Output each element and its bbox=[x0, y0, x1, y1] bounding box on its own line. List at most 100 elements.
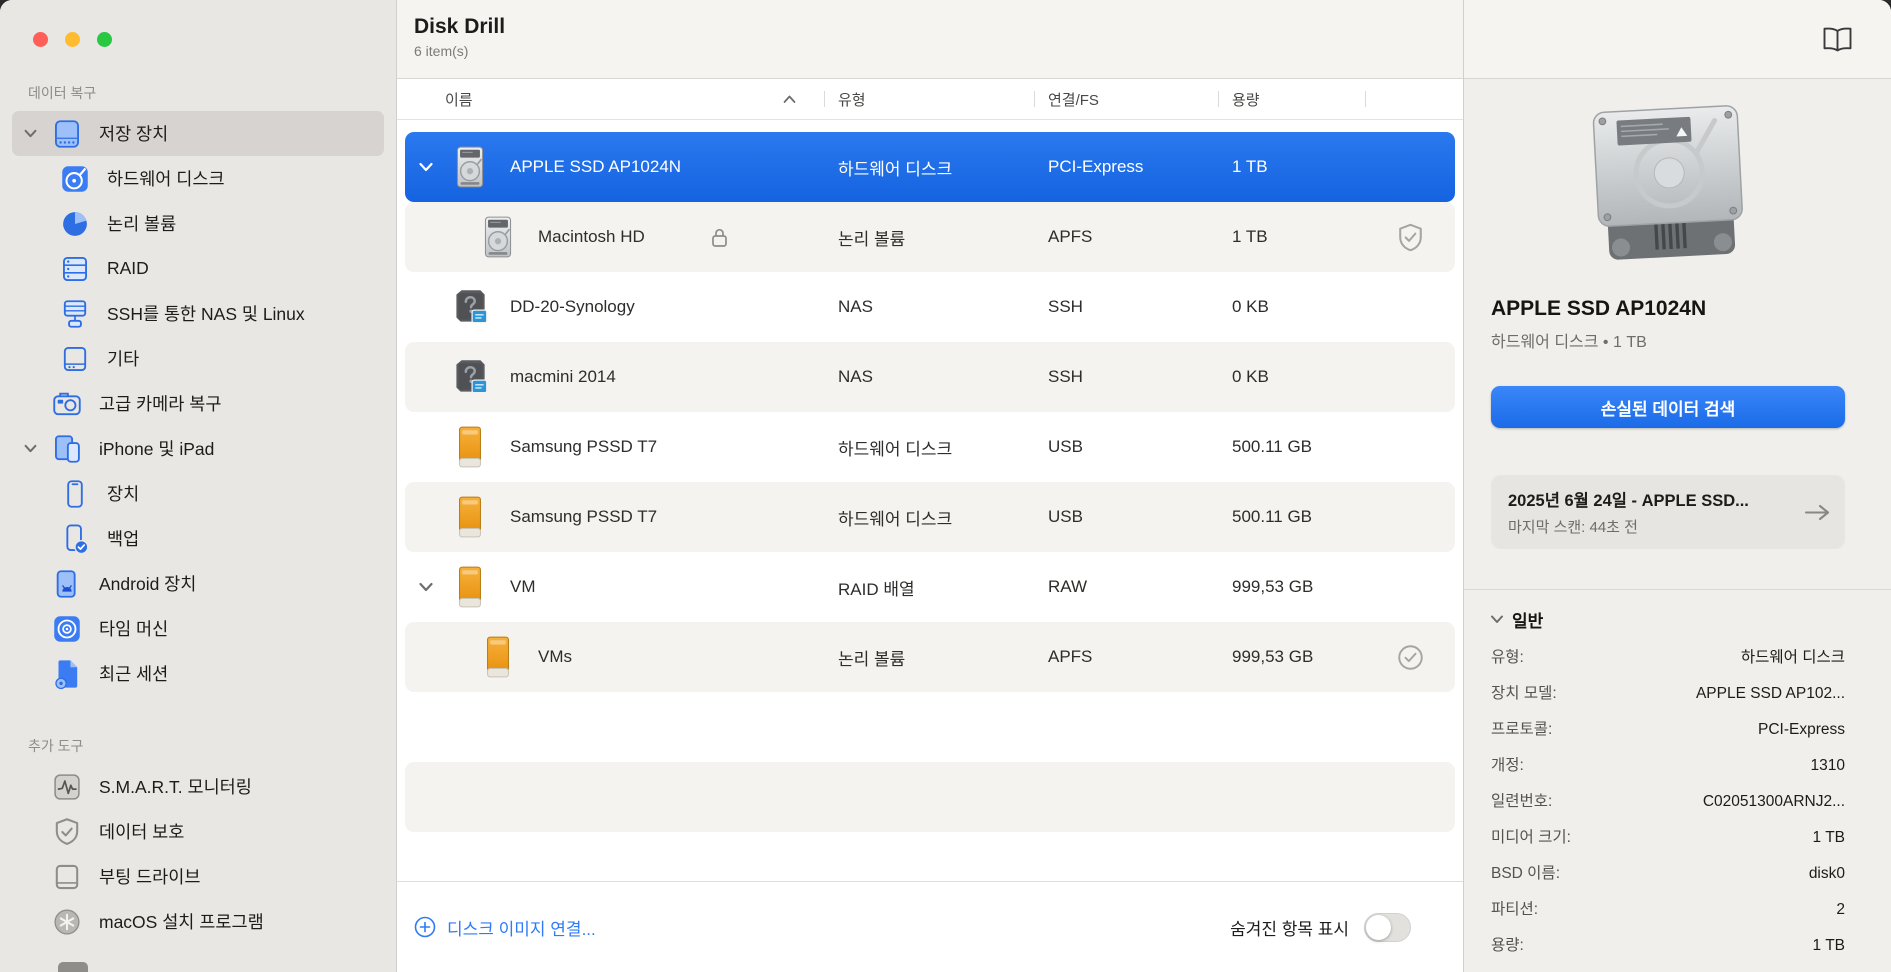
device-meta: 하드웨어 디스크 • 1 TB bbox=[1491, 334, 1647, 351]
sidebar-item[interactable]: iPhone 및 iPad bbox=[12, 426, 384, 471]
sidebar-item-label: 백업 bbox=[107, 529, 140, 549]
toggle-knob bbox=[1366, 914, 1391, 940]
detail-row: 용량: 1 TB bbox=[1491, 935, 1845, 956]
detail-value: 하드웨어 디스크 bbox=[1740, 649, 1845, 666]
attach-disk-image-link[interactable]: 디스크 이미지 연결... bbox=[414, 915, 596, 940]
chevron-down-icon[interactable] bbox=[419, 162, 447, 172]
cell-type: 하드웨어 디스크 bbox=[838, 159, 953, 179]
device-row[interactable]: VM RAID 배열 RAW 999,53 GB bbox=[405, 552, 1455, 622]
device-row[interactable]: Samsung PSSD T7 하드웨어 디스크 USB 500.11 GB bbox=[405, 412, 1455, 482]
zoom-button[interactable] bbox=[97, 32, 112, 47]
help-book-icon[interactable] bbox=[1822, 26, 1853, 53]
sidebar-item[interactable]: RAID bbox=[12, 246, 384, 291]
cell-name: Samsung PSSD T7 bbox=[405, 494, 824, 540]
sidebar-item[interactable]: 타임 머신 bbox=[12, 606, 384, 651]
sidebar-item[interactable]: 부팅 드라이브 bbox=[12, 854, 384, 899]
attach-disk-image-label: 디스크 이미지 연결... bbox=[447, 919, 596, 939]
device-row[interactable]: Macintosh HD 논리 볼륨 APFS 1 TB bbox=[405, 202, 1455, 272]
main-toolbar: Disk Drill 6 item(s) bbox=[397, 0, 1463, 79]
cell-capacity: 999,53 GB bbox=[1232, 577, 1314, 596]
cell-name: VM bbox=[405, 564, 824, 610]
cell-connection: SSH bbox=[1048, 367, 1083, 386]
nas-share-icon bbox=[447, 354, 493, 400]
column-header-label: 이름 bbox=[445, 91, 473, 109]
sidebar-item[interactable]: 백업 bbox=[12, 516, 384, 561]
column-header-cap[interactable]: 용량 bbox=[1218, 79, 1365, 119]
sidebar-item-partial bbox=[58, 962, 88, 972]
detail-row: 개정: 1310 bbox=[1491, 755, 1845, 776]
device-row[interactable]: DD-20-Synology NAS SSH 0 KB bbox=[405, 272, 1455, 342]
cell-connection: USB bbox=[1048, 437, 1083, 456]
camera-icon bbox=[50, 387, 84, 421]
device-name-label: Samsung PSSD T7 bbox=[510, 507, 658, 526]
cell-name: APPLE SSD AP1024N bbox=[405, 144, 824, 190]
shield-check-icon bbox=[1365, 223, 1455, 252]
phone-backup-icon bbox=[58, 522, 92, 556]
search-lost-data-button[interactable]: 손실된 데이터 검색 bbox=[1491, 386, 1845, 428]
column-header-status bbox=[1365, 79, 1455, 119]
chevron-down-icon bbox=[1491, 615, 1503, 624]
minimize-button[interactable] bbox=[65, 32, 80, 47]
cell-capacity: 500.11 GB bbox=[1232, 507, 1313, 526]
close-button[interactable] bbox=[33, 32, 48, 47]
cell-capacity: 999,53 GB bbox=[1232, 647, 1314, 666]
device-row[interactable]: APPLE SSD AP1024N 하드웨어 디스크 PCI-Express 1 TB bbox=[405, 132, 1455, 202]
detail-row: 유형: 하드웨어 디스크 bbox=[1491, 647, 1845, 668]
internal-hdd-icon bbox=[475, 214, 521, 260]
cell-connection: RAW bbox=[1048, 577, 1088, 596]
sidebar-item[interactable]: SSH를 통한 NAS 및 Linux bbox=[12, 291, 384, 336]
cell-type: 하드웨어 디스크 bbox=[838, 509, 953, 529]
sidebar-item[interactable]: 최근 세션 bbox=[12, 651, 384, 696]
sidebar-item[interactable]: 논리 볼륨 bbox=[12, 201, 384, 246]
sidebar-item[interactable]: 장치 bbox=[12, 471, 384, 516]
sidebar-item[interactable]: 하드웨어 디스크 bbox=[12, 156, 384, 201]
cell-name: macmini 2014 bbox=[405, 354, 824, 400]
sidebar-item[interactable]: 데이터 보호 bbox=[12, 809, 384, 854]
show-hidden-label: 숨겨진 항목 표시 bbox=[1230, 919, 1349, 939]
device-row[interactable]: Samsung PSSD T7 하드웨어 디스크 USB 500.11 GB bbox=[405, 482, 1455, 552]
android-phone-icon bbox=[50, 567, 84, 601]
detail-label: BSD 이름: bbox=[1491, 865, 1561, 882]
inspector-panel: APPLE SSD AP1024N 하드웨어 디스크 • 1 TB 손실된 데이… bbox=[1463, 0, 1891, 972]
detail-label: 유형: bbox=[1491, 649, 1524, 666]
device-row[interactable]: macmini 2014 NAS SSH 0 KB bbox=[405, 342, 1455, 412]
sidebar-item-label: iPhone 및 iPad bbox=[99, 439, 215, 459]
sidebar-item[interactable]: macOS 설치 프로그램 bbox=[12, 899, 384, 944]
column-header-name[interactable]: 이름 bbox=[405, 79, 824, 119]
cell-capacity: 0 KB bbox=[1232, 367, 1269, 386]
last-scan-card[interactable]: 2025년 6월 24일 - APPLE SSD... 마지막 스캔: 44초 … bbox=[1491, 475, 1845, 549]
footer-bar: 디스크 이미지 연결... 숨겨진 항목 표시 bbox=[397, 881, 1463, 972]
boot-drive-icon bbox=[50, 860, 84, 894]
device-name: APPLE SSD AP1024N bbox=[1491, 297, 1707, 320]
sidebar-item[interactable]: 고급 카메라 복구 bbox=[12, 381, 384, 426]
internal-drive-icon bbox=[50, 117, 84, 151]
cell-capacity: 1 TB bbox=[1232, 157, 1268, 176]
device-name-label: APPLE SSD AP1024N bbox=[510, 157, 682, 176]
show-hidden-toggle[interactable] bbox=[1364, 912, 1411, 942]
circle-check-icon bbox=[1365, 643, 1455, 672]
column-header-conn[interactable]: 연결/FS bbox=[1034, 79, 1218, 119]
nas-share-icon bbox=[447, 284, 493, 330]
external-drive-icon bbox=[447, 494, 493, 540]
sidebar-section-label: 데이터 복구 bbox=[28, 85, 97, 101]
general-detail-rows: 유형: 하드웨어 디스크 장치 모델: APPLE SSD AP102... 프로토콜:… bbox=[1491, 647, 1845, 956]
sidebar-item[interactable]: S.M.A.R.T. 모니터링 bbox=[12, 764, 384, 809]
column-header-type[interactable]: 유형 bbox=[824, 79, 1034, 119]
column-header-label: 용량 bbox=[1232, 91, 1260, 109]
arrow-right-icon bbox=[1804, 503, 1831, 522]
sidebar-item[interactable]: 저장 장치 bbox=[12, 111, 384, 156]
device-row[interactable]: VMs 논리 볼륨 APFS 999,53 GB bbox=[405, 622, 1455, 692]
sidebar-item[interactable]: 기타 bbox=[12, 336, 384, 381]
sidebar-item[interactable]: Android 장치 bbox=[12, 561, 384, 606]
chevron-down-icon[interactable] bbox=[419, 582, 447, 592]
sidebar-item-label: 타임 머신 bbox=[99, 619, 169, 639]
cell-type: 논리 볼륨 bbox=[838, 649, 906, 669]
cell-connection: APFS bbox=[1048, 647, 1093, 666]
detail-value: 1 TB bbox=[1812, 937, 1845, 954]
general-section-label: 일반 bbox=[1512, 612, 1544, 631]
detail-value: 1 TB bbox=[1812, 829, 1845, 846]
cell-capacity: 0 KB bbox=[1232, 297, 1269, 316]
general-section-header[interactable]: 일반 bbox=[1491, 607, 1845, 632]
detail-label: 미디어 크기: bbox=[1491, 829, 1571, 846]
